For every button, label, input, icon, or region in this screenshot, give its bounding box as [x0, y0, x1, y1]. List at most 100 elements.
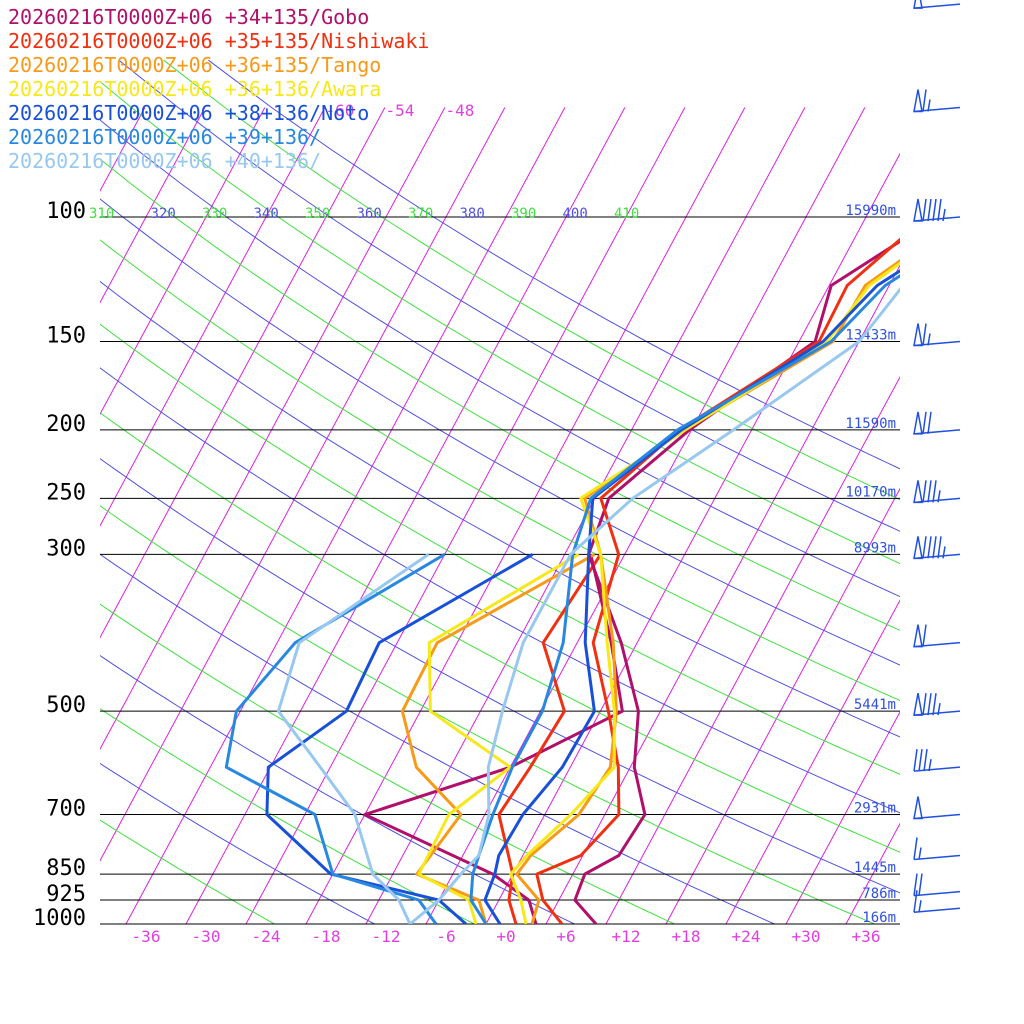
theta-label: 380	[460, 206, 485, 222]
wind-barb-flag	[918, 749, 923, 772]
dewpoint-line	[400, 552, 596, 924]
wind-barb-flag	[927, 693, 932, 716]
dry-adiabat-line	[100, 819, 275, 924]
theta-label: 340	[254, 206, 279, 222]
theta-label: 410	[614, 206, 639, 222]
wind-barb-flag	[913, 873, 918, 896]
dry-adiabat-line	[100, 367, 900, 814]
pressure-tick-label: 100	[46, 199, 86, 224]
wind-barb-pennant	[913, 796, 923, 820]
height-label: 786m	[862, 886, 896, 902]
temperature-line	[469, 274, 900, 924]
temperature-line	[535, 237, 900, 924]
theta-label: 330	[202, 206, 227, 222]
wind-barb-flag	[922, 693, 927, 716]
wind-barb-half	[927, 99, 931, 112]
dry-adiabat-line	[163, 59, 900, 501]
height-label: 10170m	[845, 484, 896, 500]
wind-barb	[913, 873, 961, 897]
wind-barb-staff	[913, 890, 961, 897]
isotherm-line	[100, 107, 506, 862]
pressure-tick-label: 200	[46, 412, 86, 437]
wind-barb-flag	[927, 536, 932, 559]
wind-barb-half	[918, 847, 922, 860]
wind-barb	[913, 89, 961, 113]
pressure-tick-label: 300	[46, 536, 86, 561]
temperature-tick-label: -36	[132, 927, 161, 946]
temperature-tick-label: -30	[192, 927, 221, 946]
wind-barb-pennant	[913, 624, 923, 648]
temperature-tick-label: +30	[792, 927, 821, 946]
wind-barb-flag	[932, 693, 937, 716]
dry-adiabat-line	[100, 158, 900, 631]
wind-barb-half	[927, 333, 931, 346]
pressure-tick-label: 700	[46, 796, 86, 821]
height-label: 15990m	[845, 203, 896, 219]
isotherm-line	[785, 710, 900, 924]
theta-label: 390	[511, 206, 536, 222]
legend-entry: 20260216T0000Z+06 +40+136/	[8, 149, 321, 173]
dry-adiabat-grid	[100, 59, 900, 924]
isotherm-line	[100, 107, 386, 639]
wind-barb-flag	[913, 890, 918, 913]
wind-barb-flag	[937, 198, 942, 222]
wind-barb-flag	[927, 480, 932, 503]
dry-adiabat-line	[100, 80, 900, 565]
wind-barb-pennant	[913, 536, 923, 560]
pressure-tick-label: 925	[46, 882, 86, 907]
wind-barb-flag	[937, 536, 942, 559]
wind-barb-pennant	[913, 0, 923, 9]
wind-barb	[913, 536, 961, 560]
pressure-tick-label: 1000	[33, 906, 86, 931]
height-label: 166m	[862, 910, 896, 926]
pressure-tick-label: 850	[46, 856, 86, 881]
wind-barb-pennant	[913, 480, 923, 504]
theta-label: 350	[305, 206, 330, 222]
upper-temperature-label: -60	[326, 101, 355, 120]
wind-barb-flag	[913, 749, 918, 772]
dry-adiabat-line	[100, 198, 900, 666]
wind-barb-pennant	[913, 198, 923, 222]
legend-entry: 20260216T0000Z+06 +38+136/Noto	[8, 101, 369, 125]
wind-barb-flag	[922, 536, 927, 559]
temperature-line	[409, 287, 900, 924]
pressure-tick-label: 500	[46, 693, 86, 718]
isotherm-line	[100, 107, 326, 527]
dry-adiabat-line	[100, 323, 900, 775]
wind-barb-pennant	[913, 411, 923, 435]
wind-barb-half	[928, 759, 932, 772]
legend: 20260216T0000Z+06 +34+135/Gobo20260216T0…	[8, 5, 429, 173]
temperature-tick-label: +12	[612, 927, 641, 946]
wind-barb-flag	[927, 198, 932, 222]
pressure-tick-label: 150	[46, 323, 86, 348]
theta-label: 320	[151, 206, 176, 222]
wind-barbs	[913, 0, 961, 913]
dewpoint-line	[276, 553, 430, 924]
temperature-line	[483, 269, 900, 924]
wind-barb-flag	[922, 89, 927, 112]
dry-adiabat-line	[100, 708, 475, 924]
wind-barb-flag	[913, 837, 918, 860]
pressure-tick-label: 250	[46, 480, 86, 505]
wind-barb-flag	[932, 198, 937, 222]
wind-barb-pennant	[913, 693, 923, 716]
wind-barb-flag	[923, 749, 928, 772]
temperature-tick-label: -6	[436, 927, 455, 946]
wind-barb-flag	[922, 411, 927, 434]
isotherm-line	[725, 599, 900, 924]
isotherm-line	[185, 107, 626, 924]
dry-adiabat-line	[100, 458, 900, 894]
upper-temperature-labels: -60 -54 -48	[326, 101, 475, 120]
dry-adiabat-line	[100, 239, 900, 702]
dewpoint-line	[417, 553, 580, 924]
sounding-profiles	[224, 237, 900, 924]
theta-label: 400	[563, 206, 588, 222]
wind-barb	[913, 796, 961, 820]
wind-barb-half	[918, 900, 922, 913]
temperature-tick-label: -24	[252, 927, 281, 946]
dry-adiabat-line	[100, 603, 675, 924]
theta-label: 370	[408, 206, 433, 222]
legend-entry: 20260216T0000Z+06 +39+136/	[8, 125, 321, 149]
